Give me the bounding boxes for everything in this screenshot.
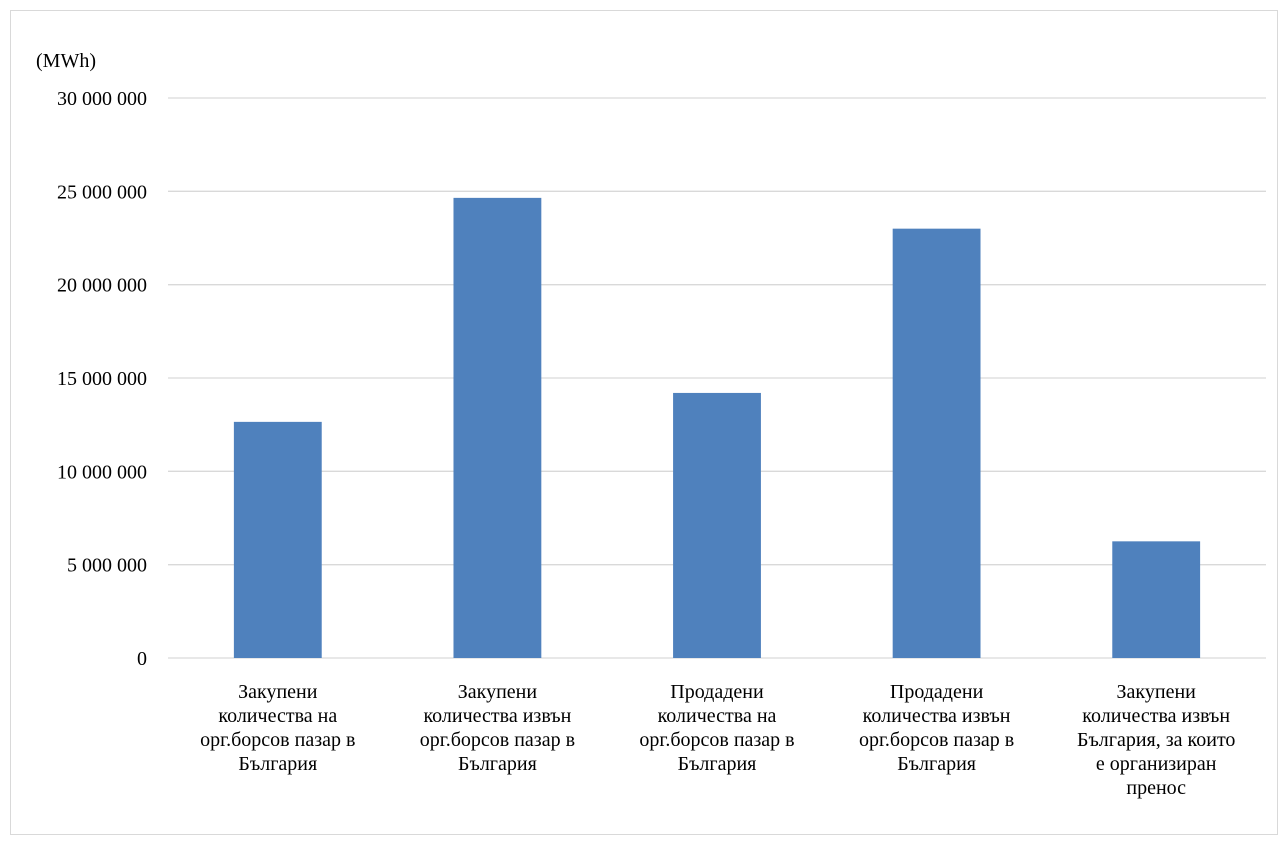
y-tick-label: 0: [137, 648, 147, 670]
y-axis-tick-labels: 0 5 000 000 10 000 000 15 000 000 20 000 000…: [57, 88, 147, 670]
y-tick-label: 30 000 000: [57, 88, 147, 110]
x-category-label: Закупени количества извън орг.борсов пазар…: [420, 681, 575, 775]
x-category-label: Закупени количества извън България, за кои…: [1077, 681, 1235, 799]
bar: [673, 392, 761, 658]
bar: [892, 228, 981, 658]
y-axis-unit-label: (MWh): [36, 50, 96, 72]
bars: [233, 197, 1201, 658]
x-category-label: Продадени количества извън орг.борсов паза…: [859, 681, 1014, 775]
y-tick-label: 15 000 000: [57, 368, 147, 390]
y-tick-label: 20 000 000: [57, 275, 147, 297]
x-category-label: Продадени количества на орг.борсов пазар в…: [639, 681, 794, 775]
bar: [453, 197, 542, 658]
y-tick-label: 5 000 000: [67, 555, 147, 577]
chart-frame: 0 5 000 000 10 000 000 15 000 000 20 000 000…: [10, 10, 1278, 835]
bar: [1112, 541, 1201, 658]
y-tick-label: 25 000 000: [57, 181, 147, 203]
bar-chart: 0 5 000 000 10 000 000 15 000 000 20 000 000…: [36, 50, 1266, 799]
bar: [233, 421, 322, 658]
y-tick-label: 10 000 000: [57, 461, 147, 483]
